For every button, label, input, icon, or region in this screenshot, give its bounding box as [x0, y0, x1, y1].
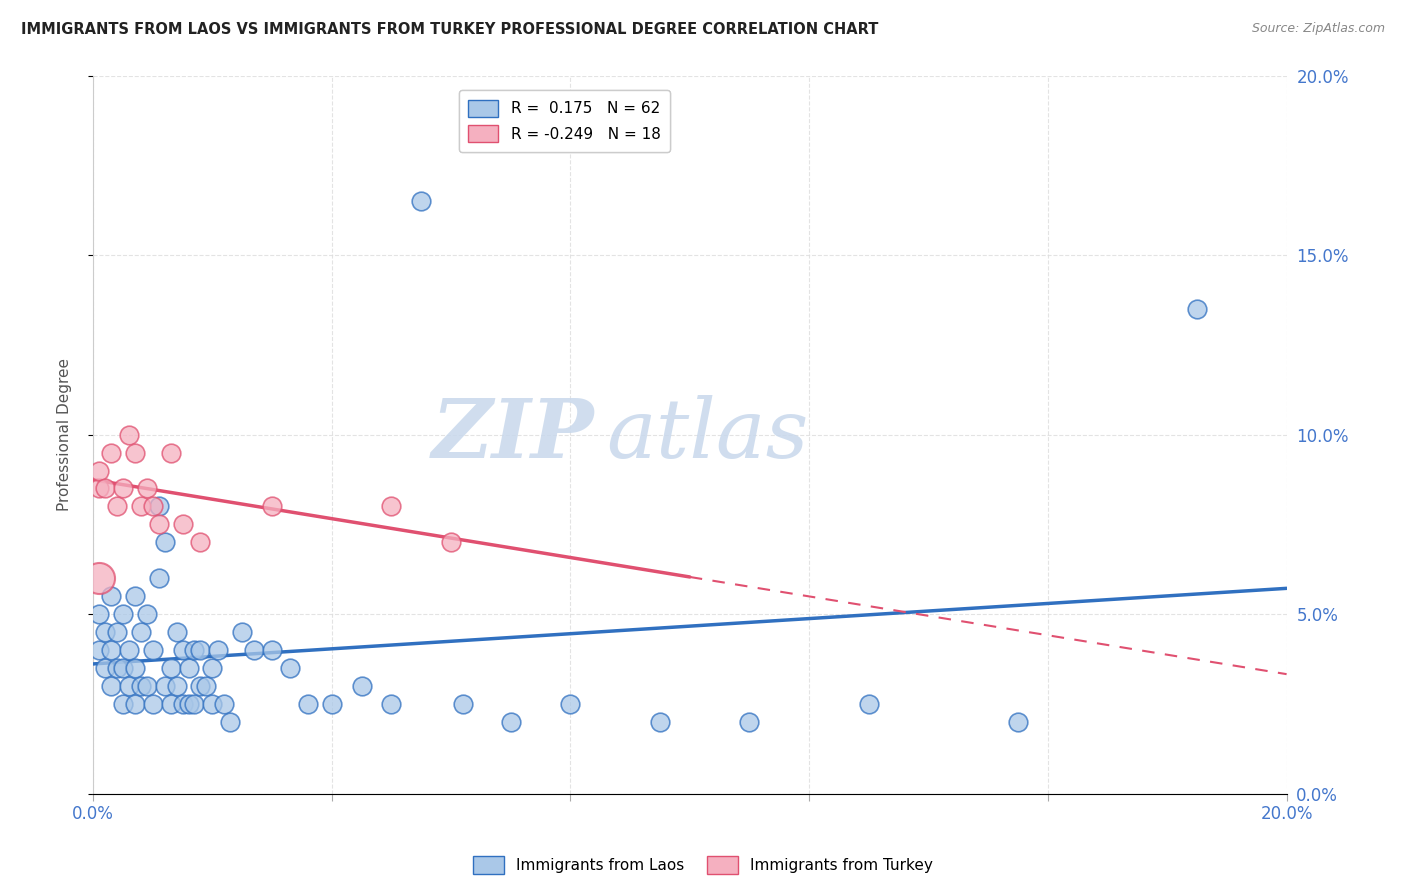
Point	[100, 445, 122, 459]
Point	[159, 445, 181, 459]
Point	[135, 607, 157, 621]
Point	[124, 589, 146, 603]
Point	[190, 679, 212, 693]
Point	[118, 427, 141, 442]
Point	[243, 643, 266, 657]
Text: Source: ZipAtlas.com: Source: ZipAtlas.com	[1251, 22, 1385, 36]
Point	[177, 697, 200, 711]
Point	[166, 625, 188, 640]
Point	[142, 643, 165, 657]
Point	[201, 661, 224, 675]
Point	[278, 661, 301, 675]
Point	[142, 697, 165, 711]
Point	[94, 625, 117, 640]
Point	[177, 661, 200, 675]
Point	[190, 643, 212, 657]
Legend: Immigrants from Laos, Immigrants from Turkey: Immigrants from Laos, Immigrants from Tu…	[467, 850, 939, 880]
Point	[214, 697, 236, 711]
Point	[111, 661, 134, 675]
Point	[124, 445, 146, 459]
Point	[411, 194, 433, 209]
Point	[111, 607, 134, 621]
Point	[111, 482, 134, 496]
Point	[87, 482, 110, 496]
Point	[260, 500, 283, 514]
Point	[183, 643, 205, 657]
Point	[105, 625, 128, 640]
Point	[118, 643, 141, 657]
Y-axis label: Professional Degree: Professional Degree	[58, 358, 72, 511]
Point	[129, 679, 152, 693]
Point	[172, 517, 194, 532]
Point	[94, 482, 117, 496]
Point	[190, 535, 212, 549]
Point	[135, 679, 157, 693]
Point	[87, 463, 110, 477]
Point	[100, 589, 122, 603]
Point	[499, 714, 522, 729]
Point	[1007, 714, 1029, 729]
Point	[648, 714, 671, 729]
Point	[153, 535, 176, 549]
Point	[380, 500, 402, 514]
Point	[321, 697, 343, 711]
Point	[148, 500, 170, 514]
Point	[135, 482, 157, 496]
Point	[87, 643, 110, 657]
Point	[94, 661, 117, 675]
Point	[100, 679, 122, 693]
Point	[172, 643, 194, 657]
Point	[207, 643, 229, 657]
Point	[129, 625, 152, 640]
Point	[87, 571, 110, 585]
Point	[148, 517, 170, 532]
Point	[100, 643, 122, 657]
Point	[260, 643, 283, 657]
Point	[159, 661, 181, 675]
Point	[153, 679, 176, 693]
Point	[105, 661, 128, 675]
Point	[231, 625, 253, 640]
Point	[172, 697, 194, 711]
Point	[738, 714, 761, 729]
Point	[87, 607, 110, 621]
Text: IMMIGRANTS FROM LAOS VS IMMIGRANTS FROM TURKEY PROFESSIONAL DEGREE CORRELATION C: IMMIGRANTS FROM LAOS VS IMMIGRANTS FROM …	[21, 22, 879, 37]
Point	[124, 697, 146, 711]
Point	[183, 697, 205, 711]
Point	[219, 714, 242, 729]
Point	[142, 500, 165, 514]
Point	[159, 697, 181, 711]
Point	[111, 697, 134, 711]
Point	[201, 697, 224, 711]
Point	[166, 679, 188, 693]
Text: ZIP: ZIP	[432, 394, 595, 475]
Point	[195, 679, 218, 693]
Text: atlas: atlas	[606, 394, 808, 475]
Legend: R =  0.175   N = 62, R = -0.249   N = 18: R = 0.175 N = 62, R = -0.249 N = 18	[458, 90, 669, 152]
Point	[440, 535, 463, 549]
Point	[451, 697, 474, 711]
Point	[124, 661, 146, 675]
Point	[380, 697, 402, 711]
Point	[148, 571, 170, 585]
Point	[350, 679, 373, 693]
Point	[858, 697, 880, 711]
Point	[129, 500, 152, 514]
Point	[297, 697, 319, 711]
Point	[1185, 301, 1208, 316]
Point	[560, 697, 582, 711]
Point	[118, 679, 141, 693]
Point	[105, 500, 128, 514]
